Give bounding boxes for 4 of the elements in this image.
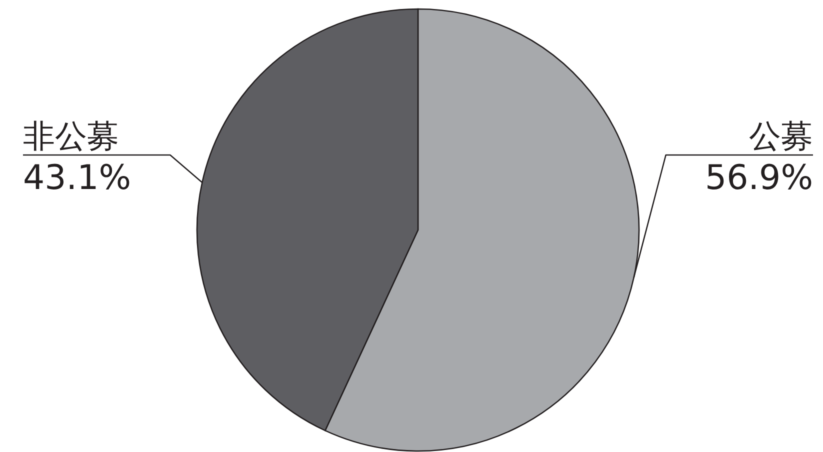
slice-label: 非公募 — [23, 117, 119, 155]
slice-label: 公募 — [749, 117, 813, 155]
data-label: 43.1% — [23, 158, 132, 198]
data-label: 56.9% — [704, 158, 813, 198]
